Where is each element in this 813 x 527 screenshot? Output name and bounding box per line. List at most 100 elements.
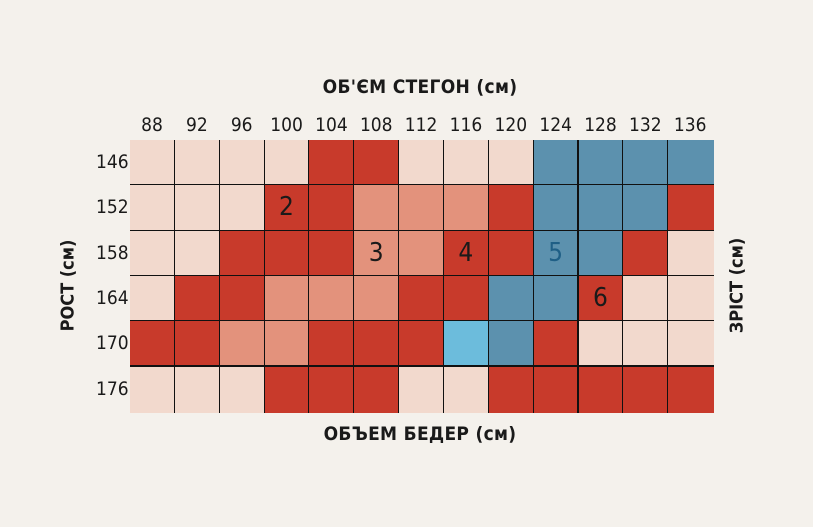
heatmap-cell: [443, 275, 490, 323]
heatmap-cell: [399, 140, 445, 187]
heatmap-cell: [488, 185, 535, 232]
heatmap-cell: [309, 185, 356, 232]
heatmap-cell: [578, 321, 625, 368]
y-tick-label: 170: [96, 332, 129, 355]
heatmap-cell: [668, 321, 715, 368]
y-axis-label-right: ЗРІСТ (см): [726, 237, 748, 334]
heatmap-cell: [264, 230, 311, 277]
x-tick-label: 92: [185, 114, 208, 136]
heatmap-cell: [443, 366, 490, 413]
heatmap-cell: [578, 366, 625, 413]
x-tick-label: 120: [494, 114, 528, 136]
heatmap-cell: [219, 230, 266, 277]
x-axis-label: ОБЪЕМ БЕДЕР (см): [323, 423, 517, 445]
size-annotation: 6: [592, 283, 608, 314]
heatmap-cell: [130, 140, 176, 187]
heatmap-cell: [488, 140, 535, 187]
heatmap-cell: [174, 230, 221, 277]
heatmap-cell: [623, 321, 670, 368]
heatmap-cell: [623, 140, 670, 187]
heatmap-cell: [443, 185, 490, 232]
heatmap-cell: [533, 185, 580, 232]
heatmap-cell: [354, 140, 401, 187]
y-tick-label: 158: [96, 241, 129, 264]
heatmap-cell: [399, 321, 445, 368]
x-tick-label: 136: [673, 114, 707, 136]
heatmap-cell: [219, 275, 266, 323]
heatmap-cell: [130, 185, 176, 232]
heatmap-cell: [533, 140, 580, 187]
heatmap-cell: 5: [533, 230, 580, 277]
heatmap-cell: [264, 140, 311, 187]
heatmap-cell: [354, 185, 401, 232]
size-annotation: 2: [279, 192, 294, 223]
heatmap-cell: [578, 185, 625, 232]
heatmap-cell: [533, 321, 580, 368]
heatmap-cell: [309, 366, 356, 413]
heatmap-cell: [668, 275, 715, 323]
y-tick-label: 176: [96, 377, 129, 400]
heatmap-cell: [309, 230, 356, 277]
heatmap-cell: [174, 366, 221, 413]
heatmap-cell: [488, 275, 535, 323]
heatmap-cell: [309, 140, 356, 187]
x-tick-label: 128: [584, 114, 617, 136]
x-tick-label: 116: [449, 114, 483, 136]
heatmap-cell: [443, 321, 490, 368]
size-annotation: 5: [548, 237, 563, 268]
heatmap-cell: [399, 275, 445, 323]
heatmap-cell: [354, 275, 401, 323]
heatmap-cell: [623, 230, 670, 277]
x-tick-label: 104: [315, 114, 348, 136]
heatmap-cell: [130, 366, 176, 413]
heatmap-cell: [354, 321, 401, 368]
heatmap-cell: [488, 321, 535, 368]
heatmap-cell: [533, 366, 580, 413]
heatmap-cell: [174, 185, 221, 232]
heatmap-cell: [219, 366, 266, 413]
heatmap-cell: [219, 321, 266, 368]
heatmap-cell: [399, 185, 445, 232]
size-annotation: 3: [368, 237, 384, 268]
heatmap-cell: [219, 140, 266, 187]
heatmap-cell: [219, 185, 266, 232]
x-tick-label: 112: [404, 114, 438, 136]
heatmap-cell: [668, 366, 715, 413]
heatmap-cell: [264, 366, 311, 413]
heatmap-cell: [399, 230, 445, 277]
x-tick-label: 108: [359, 114, 393, 136]
heatmap-cell: [668, 140, 715, 187]
heatmap-cell: [623, 275, 670, 323]
heatmap-cell: [533, 275, 580, 323]
heatmap-cell: [130, 275, 176, 323]
heatmap-cell: [174, 275, 221, 323]
heatmap-cell: [578, 230, 625, 277]
heatmap-cell: [668, 185, 715, 232]
heatmap-cell: 6: [578, 275, 625, 323]
heatmap-cell: [309, 275, 356, 323]
heatmap-cell: 2: [264, 185, 311, 232]
x-tick-label: 124: [539, 114, 572, 136]
y-axis-label: РОСТ (см): [57, 239, 79, 332]
heatmap-cell: [309, 321, 356, 368]
chart-title: ОБ'ЄМ СТЕГОН (см): [322, 76, 518, 98]
heatmap-cell: [174, 321, 221, 368]
x-tick-label: 132: [629, 114, 662, 136]
heatmap-cell: [264, 275, 311, 323]
heatmap-cell: [264, 321, 311, 368]
heatmap-cell: [130, 321, 176, 368]
heatmap-cell: [488, 230, 535, 277]
heatmap-cell: [668, 230, 715, 277]
heatmap-cell: [443, 140, 490, 187]
y-tick-label: 164: [96, 286, 129, 309]
heatmap-cell: [623, 185, 670, 232]
heatmap-cell: [130, 230, 176, 277]
y-tick-label: 152: [96, 196, 129, 219]
heatmap-cell: [623, 366, 670, 413]
size-annotation: 4: [458, 237, 474, 268]
x-tick-label: 88: [141, 114, 163, 136]
heatmap-cell: [488, 366, 535, 413]
x-tick-label: 100: [270, 114, 303, 136]
heatmap-cell: 3: [354, 230, 401, 277]
